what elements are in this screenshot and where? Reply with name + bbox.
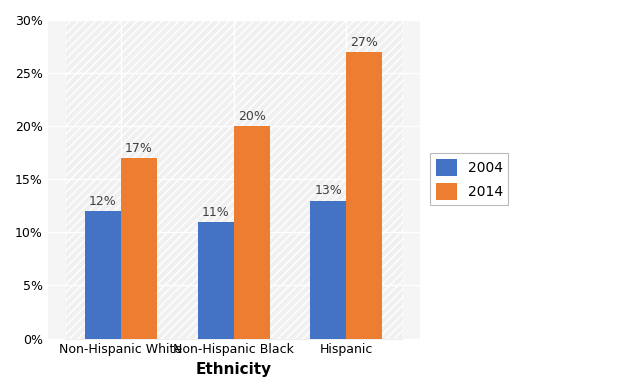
Bar bbox=[121, 158, 157, 339]
Bar bbox=[310, 201, 346, 339]
Text: 11%: 11% bbox=[202, 205, 230, 219]
Text: 12%: 12% bbox=[89, 195, 117, 208]
Text: 27%: 27% bbox=[350, 36, 378, 49]
Bar bbox=[346, 52, 383, 339]
Bar bbox=[234, 126, 270, 339]
Text: 20%: 20% bbox=[238, 110, 265, 123]
X-axis label: Ethnicity: Ethnicity bbox=[196, 362, 271, 377]
Text: 13%: 13% bbox=[315, 184, 342, 197]
Polygon shape bbox=[65, 20, 403, 339]
Bar bbox=[85, 211, 121, 339]
Bar bbox=[197, 222, 234, 339]
Text: 17%: 17% bbox=[125, 142, 153, 155]
Legend: 2004, 2014: 2004, 2014 bbox=[430, 153, 508, 205]
